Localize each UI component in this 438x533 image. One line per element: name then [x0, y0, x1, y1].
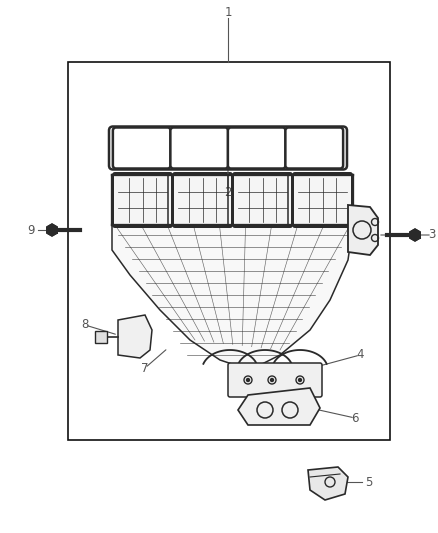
FancyBboxPatch shape	[173, 173, 232, 227]
Bar	[95, 331, 107, 343]
Text: 9: 9	[27, 223, 35, 237]
Text: 3: 3	[428, 229, 436, 241]
Polygon shape	[118, 315, 152, 358]
Bar	[68, 62, 390, 440]
Circle shape	[247, 378, 250, 382]
Text: 8: 8	[81, 319, 88, 332]
Text: 6: 6	[351, 411, 359, 424]
FancyBboxPatch shape	[233, 173, 292, 227]
Circle shape	[271, 378, 273, 382]
FancyBboxPatch shape	[228, 363, 322, 397]
FancyBboxPatch shape	[170, 127, 228, 168]
Polygon shape	[112, 225, 353, 370]
Polygon shape	[308, 467, 348, 500]
FancyBboxPatch shape	[286, 127, 343, 168]
Polygon shape	[47, 224, 57, 236]
FancyBboxPatch shape	[293, 173, 352, 227]
Text: 7: 7	[141, 361, 149, 375]
Polygon shape	[238, 388, 320, 425]
Circle shape	[299, 378, 301, 382]
Polygon shape	[348, 205, 378, 255]
FancyBboxPatch shape	[113, 127, 171, 168]
Text: 5: 5	[365, 475, 373, 489]
Text: 1: 1	[224, 6, 232, 20]
Text: 2: 2	[224, 185, 232, 198]
Polygon shape	[410, 229, 420, 241]
FancyBboxPatch shape	[113, 173, 172, 227]
Text: 4: 4	[356, 349, 364, 361]
FancyBboxPatch shape	[228, 127, 286, 168]
